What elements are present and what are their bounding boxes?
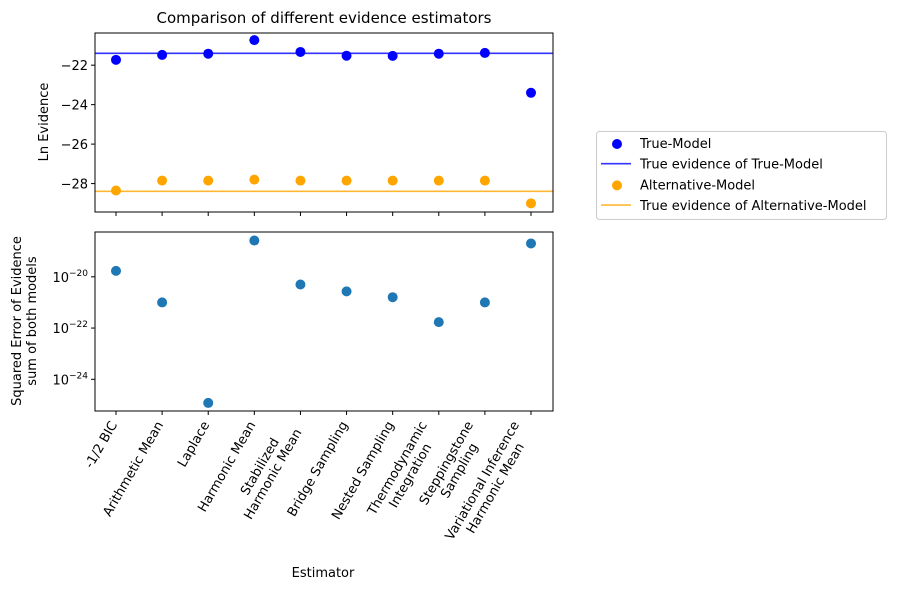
data-point bbox=[203, 48, 214, 59]
tick-exponent: −20 bbox=[69, 269, 88, 279]
legend-label: Alternative-Model bbox=[640, 178, 755, 193]
x-tick-label: Laplace bbox=[175, 419, 213, 470]
x-tick-label-line: Laplace bbox=[175, 419, 213, 470]
legend-label: True-Model bbox=[639, 137, 711, 152]
data-point bbox=[203, 175, 214, 186]
x-axis-label: Estimator bbox=[292, 566, 355, 581]
data-point bbox=[387, 175, 398, 186]
axes-frame bbox=[94, 32, 554, 213]
y-tick-label: −24 bbox=[61, 99, 88, 114]
data-point bbox=[157, 49, 168, 60]
x-tick-label-line: -1/2 BIC bbox=[82, 419, 121, 471]
data-point bbox=[111, 265, 121, 276]
data-point bbox=[157, 297, 168, 308]
data-point bbox=[295, 46, 306, 57]
axes-frame bbox=[94, 231, 554, 412]
data-point bbox=[341, 50, 352, 61]
data-point bbox=[341, 175, 352, 186]
data-point bbox=[526, 198, 536, 209]
y-axis-label-line: sum of both models bbox=[25, 256, 40, 386]
data-point bbox=[479, 297, 490, 308]
data-point bbox=[249, 174, 260, 185]
tick-base: 10 bbox=[52, 271, 69, 286]
data-point bbox=[295, 279, 306, 290]
x-tick-label-text: Laplace bbox=[175, 419, 213, 470]
y-axis-label-line: Squared Error of Evidence bbox=[10, 236, 25, 406]
legend-label: True evidence of Alternative-Model bbox=[639, 199, 867, 214]
y-tick-label: −26 bbox=[61, 138, 88, 153]
data-point bbox=[387, 50, 398, 61]
y-tick-label: 10−24 bbox=[52, 371, 88, 388]
data-point bbox=[341, 286, 352, 297]
legend: True-Model True evidence of True-Model Alt… bbox=[596, 131, 887, 220]
data-point bbox=[157, 175, 168, 186]
data-point bbox=[479, 175, 490, 186]
data-point bbox=[433, 48, 444, 59]
legend-marker bbox=[612, 180, 622, 191]
chart-title: Comparison of different evidence estimat… bbox=[157, 9, 492, 27]
tick-exponent: −22 bbox=[69, 320, 88, 330]
y-tick-label: 10−22 bbox=[52, 320, 88, 337]
legend-label: True evidence of True-Model bbox=[639, 158, 823, 173]
data-point bbox=[433, 175, 444, 186]
top-y-axis-label: Ln Evidence bbox=[37, 83, 52, 162]
tick-base: 10 bbox=[52, 373, 69, 388]
data-point bbox=[526, 238, 536, 249]
tick-base: 10 bbox=[52, 322, 69, 337]
data-point bbox=[203, 397, 214, 408]
data-point bbox=[111, 185, 121, 196]
y-tick-label: −22 bbox=[61, 59, 88, 74]
data-point bbox=[479, 47, 490, 58]
data-point bbox=[249, 235, 260, 246]
top-axes: −28 −26 −24 −22 bbox=[61, 32, 554, 216]
x-tick-label-text: -1/2 BIC bbox=[82, 419, 121, 471]
y-axis-label-text: Squared Error of Evidencesum of both mod… bbox=[10, 236, 40, 406]
x-tick-label: -1/2 BIC bbox=[82, 419, 121, 471]
data-point bbox=[387, 292, 398, 303]
tick-exponent: −24 bbox=[69, 371, 88, 381]
y-tick-label: −28 bbox=[61, 178, 88, 193]
data-point bbox=[526, 87, 536, 98]
data-point bbox=[433, 317, 444, 328]
y-tick-label: 10−20 bbox=[52, 269, 88, 286]
bottom-y-axis-label: Squared Error of Evidencesum of both mod… bbox=[10, 236, 40, 406]
legend-marker bbox=[612, 139, 622, 149]
legend-frame bbox=[596, 131, 887, 220]
data-point bbox=[249, 35, 260, 46]
data-point bbox=[111, 54, 121, 65]
data-point bbox=[295, 175, 306, 186]
